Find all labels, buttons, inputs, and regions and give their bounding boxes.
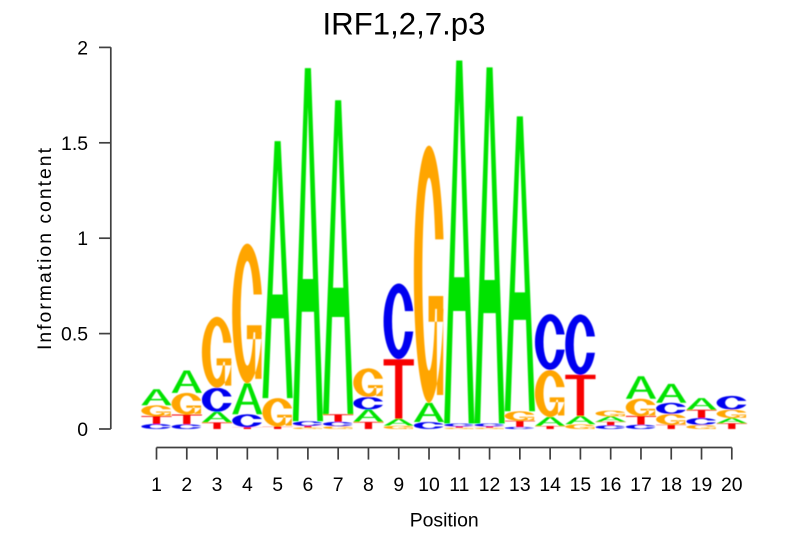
- svg-text:Information content: Information content: [34, 147, 56, 350]
- svg-text:19: 19: [691, 474, 713, 496]
- svg-text:2: 2: [77, 37, 88, 59]
- svg-text:Position: Position: [410, 510, 479, 532]
- svg-text:0.5: 0.5: [61, 324, 88, 346]
- svg-text:14: 14: [539, 474, 561, 496]
- svg-text:8: 8: [363, 474, 374, 496]
- svg-text:20: 20: [721, 474, 743, 496]
- svg-text:IRF1,2,7.p3: IRF1,2,7.p3: [323, 7, 486, 42]
- svg-text:5: 5: [272, 474, 283, 496]
- svg-text:1: 1: [77, 228, 88, 250]
- svg-text:6: 6: [302, 474, 313, 496]
- svg-text:11: 11: [449, 474, 469, 496]
- svg-text:17: 17: [630, 474, 652, 496]
- svg-text:15: 15: [570, 474, 592, 496]
- svg-text:1.5: 1.5: [61, 133, 88, 155]
- svg-text:2: 2: [181, 474, 192, 496]
- svg-text:9: 9: [393, 474, 404, 496]
- svg-text:18: 18: [660, 474, 682, 496]
- svg-text:1: 1: [151, 474, 162, 496]
- svg-text:7: 7: [333, 474, 344, 496]
- svg-text:4: 4: [242, 474, 253, 496]
- svg-text:10: 10: [418, 474, 440, 496]
- svg-text:16: 16: [600, 474, 622, 496]
- svg-text:13: 13: [509, 474, 531, 496]
- svg-text:0: 0: [77, 419, 88, 441]
- svg-text:3: 3: [212, 474, 223, 496]
- svg-text:12: 12: [479, 474, 501, 496]
